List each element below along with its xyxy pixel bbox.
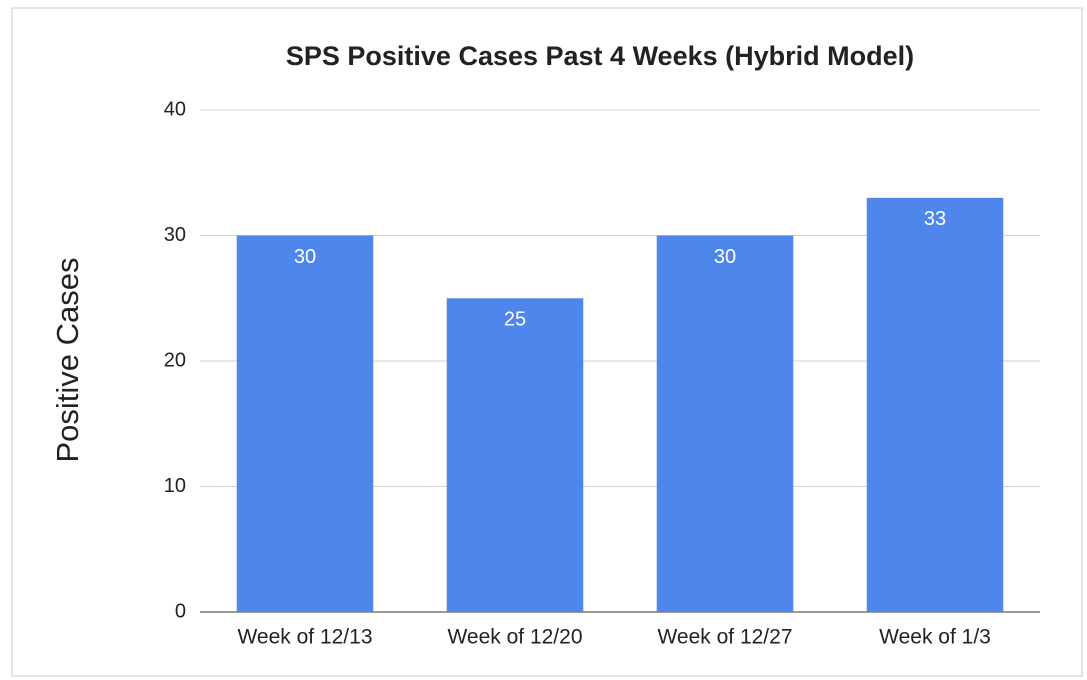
data-label: 25 — [504, 309, 526, 331]
y-tick-label: 0 — [175, 600, 186, 622]
data-label: 30 — [714, 246, 736, 268]
bar — [656, 235, 794, 612]
data-label: 30 — [294, 246, 316, 268]
bar — [236, 235, 374, 612]
y-tick-label: 10 — [164, 475, 186, 497]
y-tick-label: 20 — [164, 349, 186, 371]
bar — [866, 197, 1004, 612]
y-tick-label: 30 — [164, 224, 186, 246]
x-tick-label: Week of 12/20 — [447, 626, 582, 649]
y-tick-label: 40 — [164, 98, 186, 120]
x-tick-label: Week of 1/3 — [879, 626, 991, 649]
data-label: 33 — [924, 208, 946, 230]
chart-title: SPS Positive Cases Past 4 Weeks (Hybrid … — [286, 41, 914, 71]
x-tick-label: Week of 12/13 — [237, 626, 372, 649]
bar — [446, 298, 584, 612]
y-axis-label: Positive Cases — [50, 257, 85, 462]
x-tick-label: Week of 12/27 — [657, 626, 792, 649]
